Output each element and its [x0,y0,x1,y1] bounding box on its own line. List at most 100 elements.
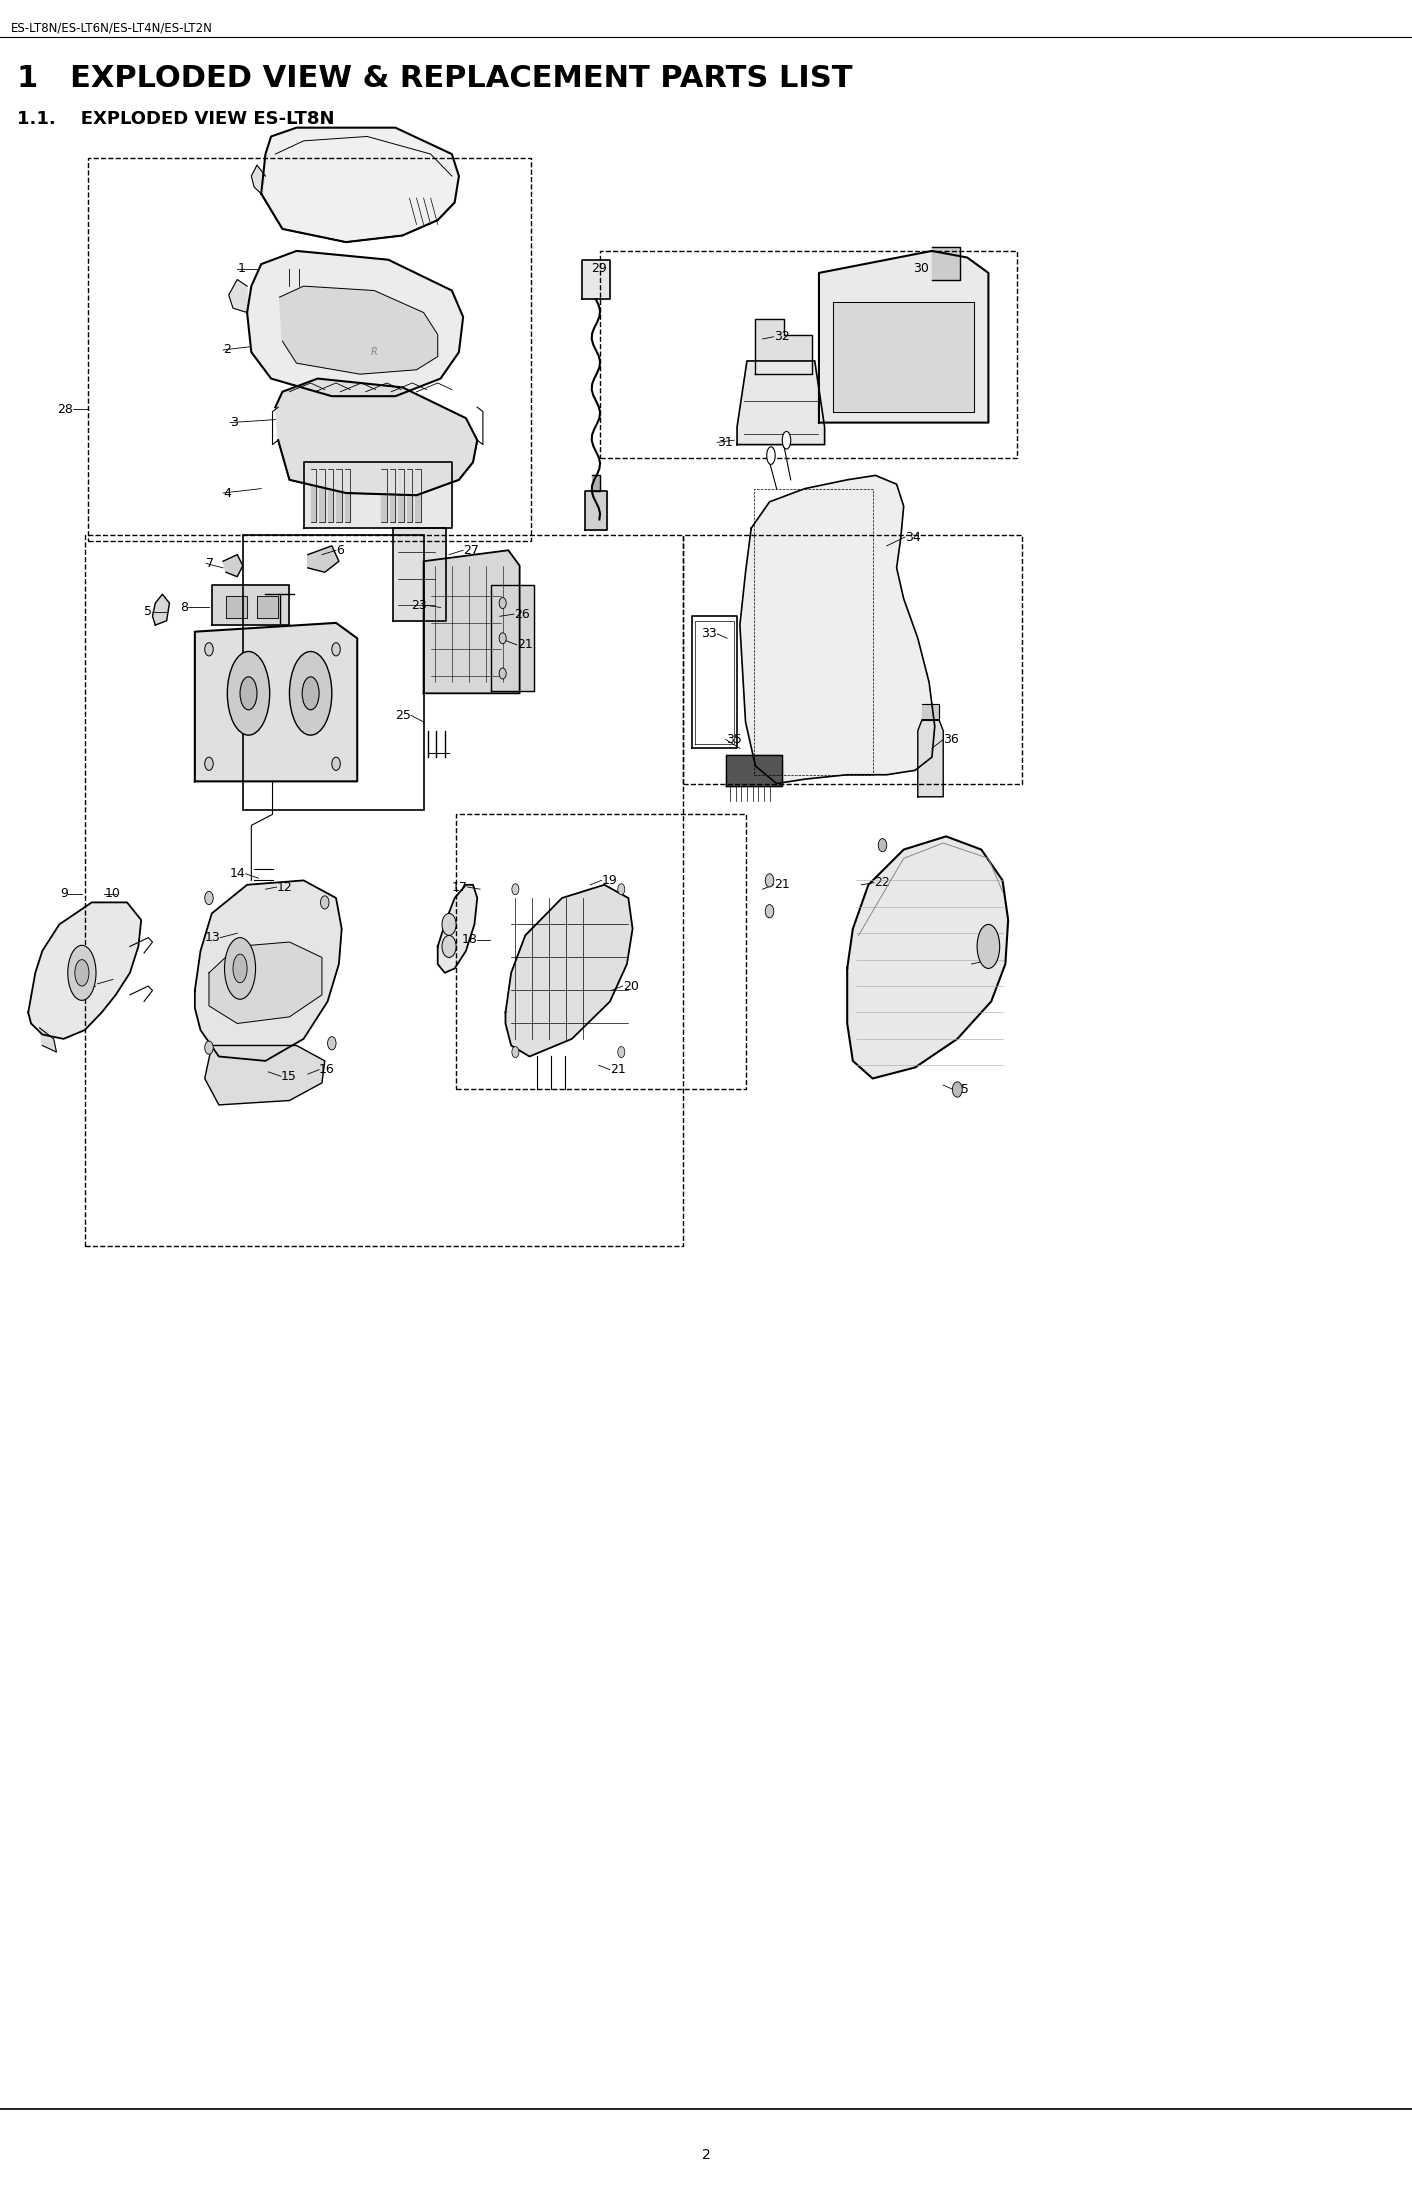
Ellipse shape [618,883,624,894]
Polygon shape [415,469,421,522]
Text: 28: 28 [58,403,73,416]
Polygon shape [847,836,1008,1078]
Ellipse shape [205,1041,213,1054]
Polygon shape [755,319,812,374]
Polygon shape [438,885,477,973]
Polygon shape [345,469,350,522]
Polygon shape [308,546,339,572]
Text: 12: 12 [277,880,292,894]
Polygon shape [737,361,825,445]
Ellipse shape [225,938,256,999]
Polygon shape [261,128,459,242]
Ellipse shape [782,431,791,449]
Ellipse shape [765,874,774,887]
Polygon shape [247,251,463,396]
Text: 21: 21 [774,878,789,891]
Polygon shape [740,475,935,784]
Ellipse shape [75,960,89,986]
Ellipse shape [500,632,507,643]
Text: 25: 25 [953,1083,969,1096]
Ellipse shape [511,883,520,894]
Ellipse shape [500,596,507,610]
Text: 20: 20 [623,979,638,993]
Text: 1.1.    EXPLODED VIEW ES-LT8N: 1.1. EXPLODED VIEW ES-LT8N [17,110,335,128]
Bar [243,535,424,810]
Polygon shape [592,475,600,491]
Text: 31: 31 [717,436,733,449]
Ellipse shape [500,669,507,678]
Polygon shape [311,469,316,522]
Text: 26: 26 [514,607,530,621]
Polygon shape [212,585,289,625]
Polygon shape [922,704,939,720]
Polygon shape [261,194,455,242]
Ellipse shape [240,678,257,709]
Text: 16: 16 [319,1063,335,1076]
Polygon shape [407,469,412,522]
Text: 2: 2 [702,2148,710,2161]
Polygon shape [195,880,342,1061]
Ellipse shape [328,1037,336,1050]
Polygon shape [280,286,438,374]
Text: 6: 6 [336,544,345,557]
Polygon shape [833,302,974,412]
Polygon shape [28,902,141,1039]
Polygon shape [257,596,278,618]
Ellipse shape [332,643,340,656]
Text: 7: 7 [206,557,215,570]
Text: 35: 35 [726,733,741,746]
Text: 34: 34 [905,530,921,544]
Bar [88,158,531,541]
Polygon shape [424,550,520,693]
Bar [754,489,873,775]
Polygon shape [209,942,322,1023]
Ellipse shape [205,891,213,905]
Bar [600,251,1017,458]
Text: 32: 32 [774,330,789,343]
Polygon shape [40,1028,56,1052]
Text: 15: 15 [281,1070,297,1083]
Ellipse shape [332,757,340,770]
Text: 36: 36 [943,733,959,746]
Text: 18: 18 [462,933,477,946]
Polygon shape [491,585,534,691]
Text: 30: 30 [912,262,929,275]
Polygon shape [726,755,782,786]
Text: 8: 8 [179,601,188,614]
Text: 4: 4 [223,486,232,500]
Ellipse shape [511,1048,520,1059]
Polygon shape [582,260,610,299]
Ellipse shape [205,643,213,656]
Polygon shape [336,469,342,522]
Polygon shape [304,462,452,528]
Text: ES-LT8N/ES-LT6N/ES-LT4N/ES-LT2N: ES-LT8N/ES-LT6N/ES-LT4N/ES-LT2N [11,22,213,33]
Polygon shape [226,596,247,618]
Ellipse shape [878,839,887,852]
Polygon shape [918,720,943,797]
Text: 1: 1 [237,262,246,275]
Text: 27: 27 [463,544,479,557]
Text: 19: 19 [602,874,617,887]
Text: 2: 2 [223,343,232,357]
Ellipse shape [68,946,96,999]
Ellipse shape [321,896,329,909]
Polygon shape [381,469,387,522]
Text: 9: 9 [59,887,68,900]
Polygon shape [328,469,333,522]
Polygon shape [278,440,477,495]
Ellipse shape [977,924,1000,968]
Text: 17: 17 [452,880,467,894]
Polygon shape [505,885,633,1056]
Polygon shape [692,616,737,748]
Bar [85,535,683,1246]
Polygon shape [393,528,446,621]
Polygon shape [195,623,357,781]
Polygon shape [205,1045,325,1105]
Ellipse shape [618,1048,624,1059]
Ellipse shape [765,905,774,918]
Ellipse shape [767,447,775,464]
Text: 23: 23 [411,599,426,612]
Text: 22: 22 [874,876,890,889]
Polygon shape [390,469,395,522]
Polygon shape [585,491,607,530]
